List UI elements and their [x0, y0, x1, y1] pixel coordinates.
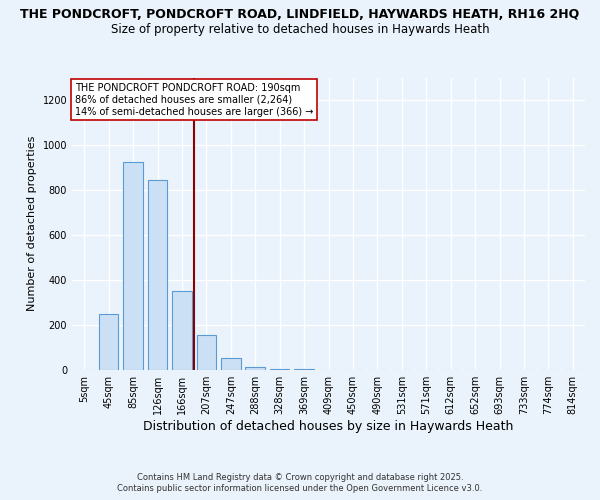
- Bar: [221, 358, 241, 370]
- Y-axis label: Number of detached properties: Number of detached properties: [27, 136, 37, 312]
- Bar: [172, 291, 192, 370]
- Bar: [270, 369, 289, 370]
- Bar: [124, 162, 143, 370]
- Text: Contains public sector information licensed under the Open Government Licence v3: Contains public sector information licen…: [118, 484, 482, 493]
- Bar: [197, 335, 216, 370]
- Text: THE PONDCROFT PONDCROFT ROAD: 190sqm
86% of detached houses are smaller (2,264)
: THE PONDCROFT PONDCROFT ROAD: 190sqm 86%…: [74, 84, 313, 116]
- Bar: [99, 314, 118, 370]
- Text: Contains HM Land Registry data © Crown copyright and database right 2025.: Contains HM Land Registry data © Crown c…: [137, 472, 463, 482]
- Bar: [148, 180, 167, 370]
- X-axis label: Distribution of detached houses by size in Haywards Heath: Distribution of detached houses by size …: [143, 420, 514, 433]
- Text: THE PONDCROFT, PONDCROFT ROAD, LINDFIELD, HAYWARDS HEATH, RH16 2HQ: THE PONDCROFT, PONDCROFT ROAD, LINDFIELD…: [20, 8, 580, 20]
- Bar: [245, 367, 265, 370]
- Text: Size of property relative to detached houses in Haywards Heath: Size of property relative to detached ho…: [110, 22, 490, 36]
